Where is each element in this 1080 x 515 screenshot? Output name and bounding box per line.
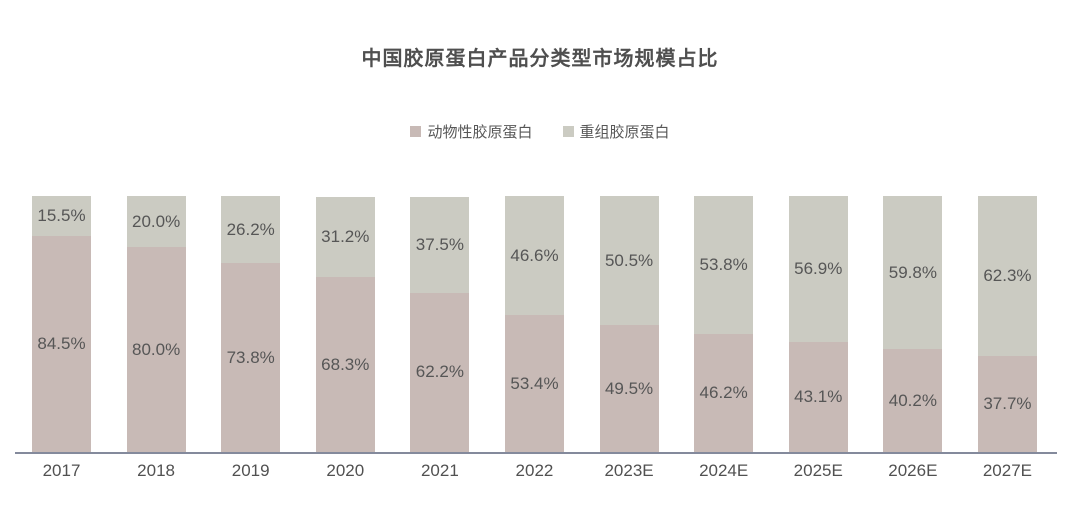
bar-segment-recombinant-collagen: 26.2%: [221, 196, 281, 264]
bar-segment-label: 56.9%: [794, 258, 843, 278]
bar-segment-label: 62.3%: [983, 265, 1032, 285]
bar-segment-label: 68.3%: [321, 354, 370, 374]
bar-column: 62.3% 37.7%: [977, 196, 1037, 452]
bar-segment-label: 62.2%: [415, 362, 464, 382]
bar-segment-label: 46.2%: [699, 382, 748, 402]
bar-segment-label: 80.0%: [131, 339, 181, 359]
bar-segment-animal-collagen: 49.5%: [599, 325, 659, 452]
bar-segment-label: 26.2%: [226, 219, 275, 239]
x-axis-label: 2020: [326, 461, 365, 480]
bar-segment-animal-collagen: 73.8%: [221, 263, 281, 452]
x-axis-label: 2026E: [888, 461, 938, 480]
bar-segment-animal-collagen: 53.4%: [504, 315, 564, 452]
legend-swatch-recombinant-collagen-icon: [562, 126, 574, 137]
x-axis-label: 2021: [420, 461, 459, 480]
bar-segment-label: 59.8%: [888, 262, 937, 282]
x-axis-label: 2024E: [699, 461, 749, 480]
bar-column: 15.5% 84.5%: [32, 196, 91, 452]
bar-segment-label: 49.5%: [604, 378, 654, 398]
bar-segment-recombinant-collagen: 50.5%: [599, 196, 659, 326]
bar-column: 56.9% 43.1%: [788, 196, 848, 452]
bar-column: 26.2% 73.8%: [221, 196, 281, 452]
legend-label-animal-collagen: 动物性胶原蛋白: [427, 124, 533, 141]
bar-segment-label: 20.0%: [131, 211, 181, 231]
x-axis-label: 2019: [231, 461, 270, 480]
x-axis-label: 2023E: [604, 461, 654, 480]
bar-segment-recombinant-collagen: 37.5%: [410, 196, 470, 293]
legend: 动物性胶原蛋白 重组胶原蛋白: [0, 121, 1080, 142]
chart-title: 中国胶原蛋白产品分类型市场规模占比: [361, 48, 719, 70]
bar-column: 50.5% 49.5%: [599, 196, 659, 452]
bar-column: 20.0% 80.0%: [126, 196, 186, 452]
x-axis-line: [15, 452, 1057, 454]
bar-column: 37.5% 62.2%: [410, 196, 470, 452]
bar-segment-recombinant-collagen: 56.9%: [788, 196, 848, 342]
bar-column: 46.6% 53.4%: [504, 196, 564, 452]
bar-segment-recombinant-collagen: 20.0%: [126, 196, 186, 248]
bar-segment-animal-collagen: 40.2%: [883, 349, 943, 452]
bar-segment-animal-collagen: 46.2%: [694, 333, 754, 452]
bar-segment-label: 46.6%: [510, 245, 559, 265]
bar-segment-recombinant-collagen: 59.8%: [883, 196, 943, 350]
legend-swatch-animal-collagen-icon: [410, 126, 422, 137]
bar-segment-label: 40.2%: [888, 390, 937, 410]
plot-area: 15.5% 84.5% 20.0% 80.0% 26.2% 73.8% 31.2% 68.3%…: [32, 196, 1037, 452]
bar-segment-animal-collagen: 68.3%: [315, 277, 375, 452]
bar-segment-label: 73.8%: [226, 347, 275, 367]
bar-segment-label: 43.1%: [794, 386, 843, 406]
bar-segment-label: 15.5%: [37, 205, 86, 225]
bar-segment-recombinant-collagen: 31.2%: [315, 197, 375, 278]
legend-item-recombinant-collagen: 重组胶原蛋白: [562, 121, 670, 142]
legend-label-recombinant-collagen: 重组胶原蛋白: [579, 124, 670, 141]
bar-segment-animal-collagen: 37.7%: [977, 355, 1037, 452]
bar-column: 59.8% 40.2%: [883, 196, 943, 452]
bar-segment-label: 37.7%: [983, 393, 1032, 413]
bar-column: 31.2% 68.3%: [315, 196, 375, 452]
bar-segment-label: 37.5%: [415, 234, 464, 254]
bar-segment-animal-collagen: 80.0%: [126, 247, 186, 452]
bar-segment-recombinant-collagen: 53.8%: [694, 196, 754, 334]
bar-segment-recombinant-collagen: 46.6%: [504, 196, 564, 316]
bar-segment-label: 31.2%: [321, 227, 370, 247]
x-axis-labels: 2017 2018 2019 2020 2021 2022 2023E 2024E 2025E 2…: [32, 461, 1037, 481]
bar-segment-recombinant-collagen: 62.3%: [977, 196, 1037, 356]
bar-segment-label: 84.5%: [37, 333, 86, 353]
x-axis-label: 2025E: [793, 461, 843, 480]
bar-segment-animal-collagen: 62.2%: [410, 292, 470, 452]
bar-column: 53.8% 46.2%: [694, 196, 754, 452]
bar-segment-label: 53.4%: [510, 373, 559, 393]
x-axis-label: 2022: [515, 461, 554, 480]
x-axis-label: 2017: [42, 461, 81, 480]
bar-segment-label: 50.5%: [604, 250, 654, 270]
x-axis-label: 2018: [137, 461, 175, 480]
bar-segment-animal-collagen: 84.5%: [32, 235, 91, 452]
bar-segment-label: 53.8%: [699, 254, 748, 274]
x-axis-label: 2027E: [982, 461, 1033, 480]
legend-item-animal-collagen: 动物性胶原蛋白: [410, 121, 533, 142]
bar-segment-animal-collagen: 43.1%: [788, 341, 848, 452]
bar-segment-recombinant-collagen: 15.5%: [32, 196, 91, 236]
